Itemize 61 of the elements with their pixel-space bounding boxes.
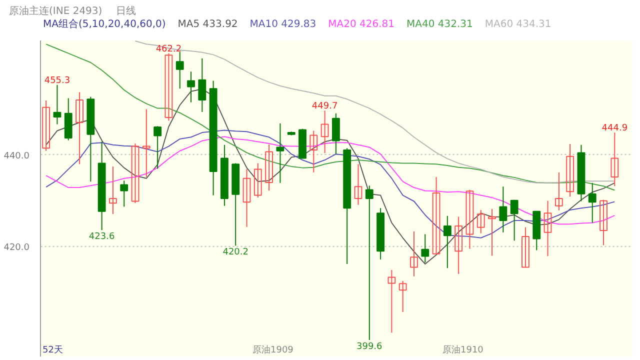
annotation: 原油1909 <box>252 344 294 356</box>
candlestick <box>398 280 407 313</box>
candlestick <box>242 168 251 228</box>
candlestick <box>131 143 140 204</box>
candlestick <box>154 126 162 170</box>
candlestick <box>566 144 574 198</box>
text: MA40 432.31 <box>406 19 473 30</box>
legend-title: MA组合(5,10,20,40,60,0) <box>43 19 166 30</box>
line-series <box>46 130 616 238</box>
annotation: 462.2 <box>156 44 182 54</box>
candlestick <box>142 108 150 178</box>
candlestick <box>265 144 274 192</box>
candlestick <box>554 172 563 211</box>
candlestick <box>187 71 195 103</box>
annotation: 449.7 <box>312 102 338 112</box>
y-tick-label: 440.0 <box>4 151 30 162</box>
candlestick <box>600 199 608 246</box>
text: MA20 426.81 <box>328 19 395 30</box>
chart-title: 原油主连(INE 2493) <box>9 6 102 17</box>
y-tick-label: 420.0 <box>4 243 30 254</box>
candlestick <box>388 269 396 334</box>
candlestick <box>499 186 508 233</box>
candlestick <box>198 58 206 112</box>
candlestick <box>544 200 552 257</box>
candlestick <box>120 180 128 208</box>
annotation: 52天 <box>42 344 63 356</box>
candlestick <box>466 189 474 250</box>
annotation: 455.3 <box>44 76 70 86</box>
candlestick <box>443 215 452 269</box>
annotation: 399.6 <box>356 342 383 352</box>
candlestick <box>588 182 596 224</box>
candlestick <box>332 112 340 155</box>
candlestick <box>310 130 318 173</box>
candlestick <box>522 226 530 268</box>
chart-subtitle: 日线 <box>116 6 136 17</box>
candlestick <box>42 100 50 152</box>
candlestick <box>421 234 430 264</box>
candlestick <box>176 51 184 90</box>
candlestick <box>432 176 440 254</box>
candlestick <box>488 208 496 256</box>
candlestick <box>365 185 374 341</box>
candlestick <box>410 230 418 277</box>
text: MA5 433.92 <box>178 19 238 30</box>
annotation: 444.9 <box>602 124 628 134</box>
candlestick <box>76 92 84 165</box>
annotation: 420.2 <box>222 248 248 258</box>
candlestick <box>454 216 463 275</box>
candlestick <box>510 199 518 242</box>
text: MA60 434.31 <box>484 19 552 30</box>
candlestick <box>610 132 619 187</box>
candlestick <box>276 122 284 184</box>
annotation: 原油1910 <box>442 344 484 356</box>
text: MA10 429.83 <box>250 19 316 30</box>
candlestick <box>109 166 117 215</box>
annotation: 423.6 <box>88 232 115 242</box>
candlestick <box>164 52 173 122</box>
candlestick <box>476 209 485 234</box>
candlestick <box>354 164 362 206</box>
candlestick <box>320 110 329 154</box>
candlestick <box>53 84 62 125</box>
candlestick <box>254 162 262 198</box>
